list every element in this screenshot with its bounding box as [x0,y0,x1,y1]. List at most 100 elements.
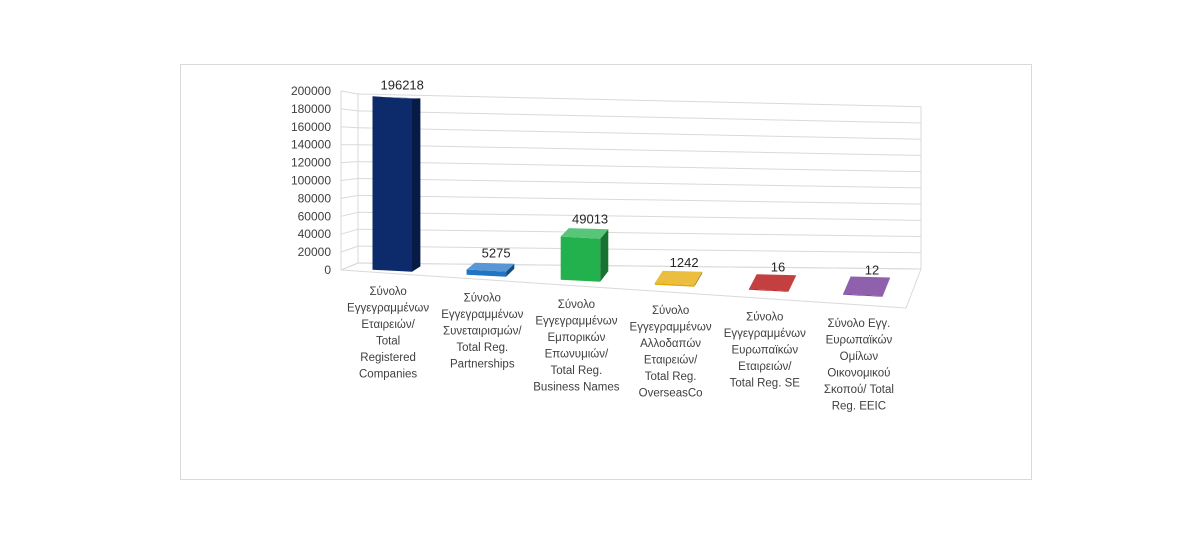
category-label: Σύνολο Εγγεγραμμένων Εταιρειών/Total Regist… [347,286,429,381]
bar-top-face [466,262,515,272]
bar-side-face [412,98,421,272]
gridlines [340,90,922,309]
y-tick-label: 100000 [291,174,331,188]
category-label: Σύνολο Εγγεγραμμένων Εμπορικών Επωνυμιών/To… [533,299,620,394]
data-label: 5275 [482,245,511,260]
category-label-line: Σύνολο [558,299,595,311]
side-gridline [340,90,359,95]
data-label: 16 [771,259,785,274]
gridline [357,110,922,124]
y-tick-label: 0 [324,263,331,277]
category-label-line: Ομίλων [840,351,879,363]
category-label-line: Σύνολο [652,305,689,317]
bar [843,276,890,297]
y-tick-label: 20000 [298,245,332,259]
bar-front-face [466,269,507,277]
gridline [357,144,922,156]
category-label-line: Σύνολο Εγγ. [827,318,890,330]
bar-front-face [560,236,601,282]
category-label: Σύνολο Εγγεγραμμένων Αλλοδαπών Εταιρειών/To… [630,305,712,400]
category-label-line: Σύνολο [746,312,783,324]
category-label-line: Αλλοδαπών [640,338,701,350]
y-axis-tick-labels: 0 20000 40000 60000 80000 100000 120000 140000 1… [291,84,331,277]
bar-chart-3d: 0 20000 40000 60000 80000 100000 120000 140000 1… [291,78,922,412]
side-gridline [340,126,359,129]
y-tick-label: 40000 [298,227,332,241]
gridline [357,161,922,173]
data-label: 12 [865,263,879,278]
bar-side-face [506,263,515,277]
data-labels: 196218 5275 49013 1242 16 12 [381,78,880,278]
category-label-line: Εταιρειών/ [361,319,415,331]
bar [748,274,797,292]
gridline [357,93,922,108]
chart-frame: 0 20000 40000 60000 80000 100000 120000 140000 1… [180,64,1032,480]
category-label-line: Συνεταιρισμών/ [443,326,522,338]
category-label-line: Total Reg. [645,371,697,383]
bar-top-face [372,96,421,99]
data-label: 49013 [572,211,608,226]
gridline [357,178,922,189]
bar-side-face [788,275,797,292]
category-label-line: Ευρωπαϊκών [826,334,893,346]
gridline [357,211,922,221]
bar-front-face [748,289,789,292]
bar-side-face [600,229,609,282]
bar-top-face [843,276,890,297]
category-label-line: Total Reg. [551,365,603,377]
side-gridline [340,108,359,112]
category-label-line: Partnerships [450,359,515,371]
category-label-line: Total [376,336,400,348]
bar-front-face [372,96,412,272]
gridline [357,194,922,205]
y-tick-label: 200000 [291,84,331,98]
category-label-line: Οικονομικού [827,367,890,379]
category-label-line: Εταιρειών/ [738,361,792,373]
side-gridline [340,211,359,217]
bar-top-face [654,270,703,286]
side-gridline [340,178,359,181]
category-label: Σύνολο Εγγ. Ευρωπαϊκών Ομίλων Οικονομικού Σκ… [824,318,894,413]
y-tick-label: 80000 [298,191,332,205]
data-label: 196218 [381,78,424,93]
category-labels: Σύνολο Εγγεγραμμένων Εταιρειών/Total Regist… [347,286,894,412]
category-label-line: Registered [360,352,416,364]
category-label: Σύνολο Εγγεγραμμένων Συνεταιρισμών/Total R… [441,293,523,371]
gridline [357,127,922,140]
gridline [357,245,922,254]
y-tick-label: 140000 [291,138,331,152]
side-gridline [340,245,359,253]
category-label-line: Reg. EEIC [832,400,886,412]
category-label-line: Σύνολο [464,293,501,305]
category-label-line: Εταιρειών/ [644,355,698,367]
data-label: 1242 [670,255,699,270]
category-label-line: Εγγεγραμμένων [630,322,712,334]
y-tick-label: 180000 [291,102,331,116]
y-tick-label: 120000 [291,156,331,170]
gridline [357,228,922,238]
side-gridline [340,194,359,199]
bar [560,228,609,282]
category-label-line: Business Names [533,381,620,393]
bar-top-face [748,274,797,292]
floor [340,262,922,309]
bar [466,262,515,277]
side-gridline [340,228,359,235]
category-label-line: Total Reg. SE [730,378,801,390]
category-label-line: Εγγεγραμμένων [347,303,429,315]
bar [654,270,703,287]
category-label-line: Εγγεγραμμένων [441,309,523,321]
bar [372,96,421,272]
category-label-line: Επωνυμιών/ [545,348,609,360]
bar-side-face [694,271,703,287]
bar-side-face [882,277,890,297]
category-label-line: Companies [359,369,417,381]
category-label-line: Σκοπού/ Total [824,384,894,396]
category-label: Σύνολο Εγγεγραμμένων Ευρωπαϊκών Εταιρειών/T… [724,312,806,390]
y-tick-label: 60000 [298,209,332,223]
side-gridline [340,161,359,164]
category-label-line: Εγγεγραμμένων [724,328,806,340]
category-label-line: Total Reg. [456,342,508,354]
bars [372,96,890,297]
bar-front-face [654,283,695,287]
